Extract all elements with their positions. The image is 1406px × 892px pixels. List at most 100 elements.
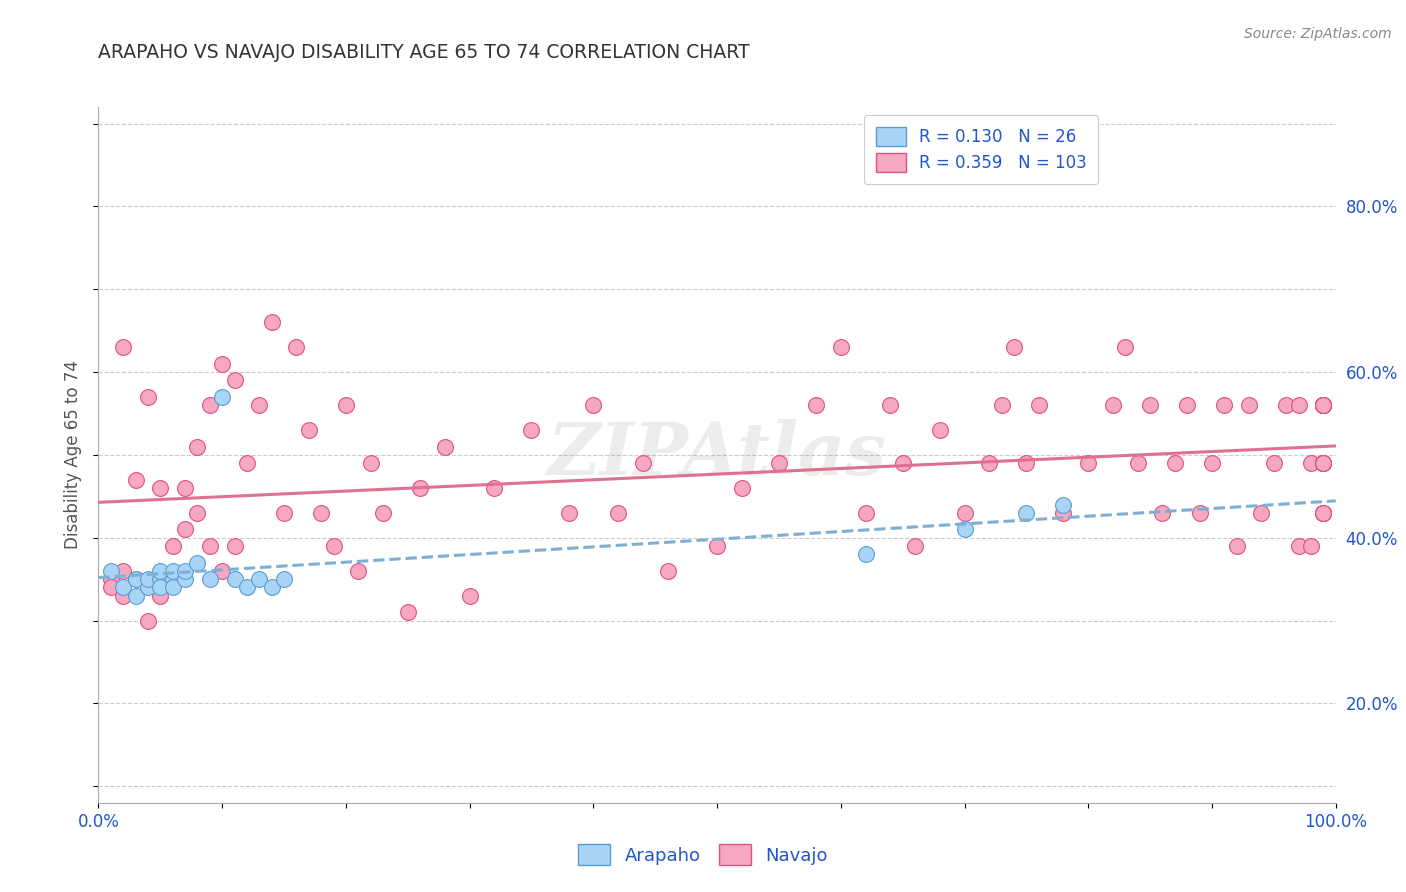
Point	[273, 572, 295, 586]
Point	[162, 572, 184, 586]
Point	[1152, 506, 1174, 520]
Point	[1139, 398, 1161, 412]
Point	[211, 564, 233, 578]
Point	[124, 589, 146, 603]
Text: Source: ZipAtlas.com: Source: ZipAtlas.com	[1244, 27, 1392, 41]
Point	[136, 581, 159, 595]
Point	[1275, 398, 1298, 412]
Point	[1312, 398, 1334, 412]
Point	[1052, 498, 1074, 512]
Point	[149, 572, 172, 586]
Point	[953, 506, 976, 520]
Point	[162, 564, 184, 578]
Point	[124, 572, 146, 586]
Point	[1015, 506, 1038, 520]
Point	[112, 581, 135, 595]
Point	[1188, 506, 1211, 520]
Point	[1312, 456, 1334, 470]
Point	[136, 572, 159, 586]
Point	[198, 572, 221, 586]
Point	[1237, 398, 1260, 412]
Point	[1263, 456, 1285, 470]
Point	[1114, 340, 1136, 354]
Point	[1312, 398, 1334, 412]
Point	[136, 614, 159, 628]
Point	[1312, 506, 1334, 520]
Point	[360, 456, 382, 470]
Point	[731, 481, 754, 495]
Point	[124, 473, 146, 487]
Point	[211, 390, 233, 404]
Point	[1312, 456, 1334, 470]
Point	[100, 564, 122, 578]
Point	[409, 481, 432, 495]
Point	[285, 340, 308, 354]
Point	[706, 539, 728, 553]
Point	[198, 398, 221, 412]
Point	[186, 556, 208, 570]
Point	[1312, 456, 1334, 470]
Point	[607, 506, 630, 520]
Point	[322, 539, 344, 553]
Point	[990, 398, 1012, 412]
Point	[557, 506, 579, 520]
Point	[1312, 506, 1334, 520]
Point	[174, 572, 197, 586]
Point	[1312, 398, 1334, 412]
Point	[186, 506, 208, 520]
Point	[149, 564, 172, 578]
Point	[162, 539, 184, 553]
Point	[236, 456, 259, 470]
Point	[236, 581, 259, 595]
Point	[260, 315, 283, 329]
Point	[657, 564, 679, 578]
Point	[1201, 456, 1223, 470]
Point	[174, 481, 197, 495]
Point	[830, 340, 852, 354]
Point	[1312, 398, 1334, 412]
Point	[891, 456, 914, 470]
Point	[1126, 456, 1149, 470]
Point	[309, 506, 332, 520]
Point	[631, 456, 654, 470]
Point	[768, 456, 790, 470]
Legend: Arapaho, Navajo: Arapaho, Navajo	[569, 835, 837, 874]
Point	[433, 440, 456, 454]
Point	[1175, 398, 1198, 412]
Point	[484, 481, 506, 495]
Text: ZIPAtlas: ZIPAtlas	[548, 419, 886, 491]
Point	[1164, 456, 1187, 470]
Point	[458, 589, 481, 603]
Point	[247, 572, 270, 586]
Point	[371, 506, 394, 520]
Point	[260, 581, 283, 595]
Point	[1299, 539, 1322, 553]
Point	[1312, 506, 1334, 520]
Point	[953, 523, 976, 537]
Point	[1312, 398, 1334, 412]
Point	[174, 564, 197, 578]
Point	[224, 373, 246, 387]
Point	[149, 481, 172, 495]
Point	[1052, 506, 1074, 520]
Point	[855, 547, 877, 561]
Point	[186, 440, 208, 454]
Point	[928, 423, 950, 437]
Point	[582, 398, 605, 412]
Point	[124, 572, 146, 586]
Point	[804, 398, 827, 412]
Point	[1028, 398, 1050, 412]
Point	[1250, 506, 1272, 520]
Point	[1312, 398, 1334, 412]
Point	[112, 589, 135, 603]
Point	[1015, 456, 1038, 470]
Text: ARAPAHO VS NAVAJO DISABILITY AGE 65 TO 74 CORRELATION CHART: ARAPAHO VS NAVAJO DISABILITY AGE 65 TO 7…	[98, 44, 749, 62]
Point	[1288, 539, 1310, 553]
Point	[112, 340, 135, 354]
Point	[520, 423, 543, 437]
Point	[979, 456, 1001, 470]
Point	[1312, 456, 1334, 470]
Point	[273, 506, 295, 520]
Point	[149, 589, 172, 603]
Point	[247, 398, 270, 412]
